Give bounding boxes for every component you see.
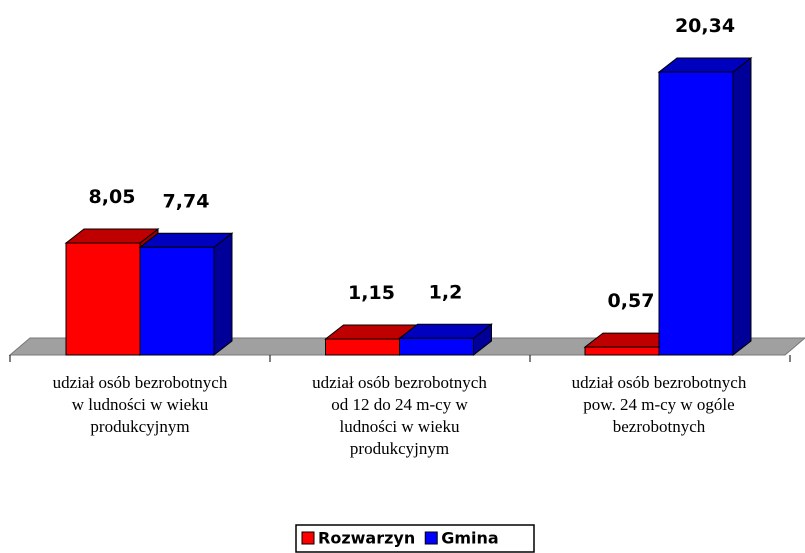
bar-side — [213, 232, 233, 357]
legend-swatch — [424, 531, 438, 545]
bar — [399, 337, 474, 356]
value-label: 1,2 — [429, 281, 463, 303]
bar-side — [732, 56, 752, 357]
bar — [325, 338, 400, 356]
legend-label: Gmina — [441, 529, 498, 548]
value-label: 20,34 — [675, 15, 735, 37]
category-label: udział osób bezrobotnych pow. 24 m-cy w o… — [572, 373, 747, 436]
bar — [139, 246, 215, 356]
value-label: 0,57 — [608, 290, 655, 312]
value-label: 8,05 — [89, 186, 136, 208]
bar — [584, 346, 660, 356]
legend-box — [295, 524, 535, 553]
category-label: udział osób bezrobotnych od 12 do 24 m-cy… — [312, 373, 487, 458]
value-label: 1,15 — [348, 282, 395, 304]
legend-label: Rozwarzyn — [318, 529, 415, 548]
legend-swatch — [301, 531, 315, 545]
category-label: udział osób bezrobotnych w ludności w wie… — [53, 373, 228, 436]
bar — [65, 242, 141, 356]
value-label: 7,74 — [163, 190, 210, 212]
bar — [658, 71, 734, 356]
